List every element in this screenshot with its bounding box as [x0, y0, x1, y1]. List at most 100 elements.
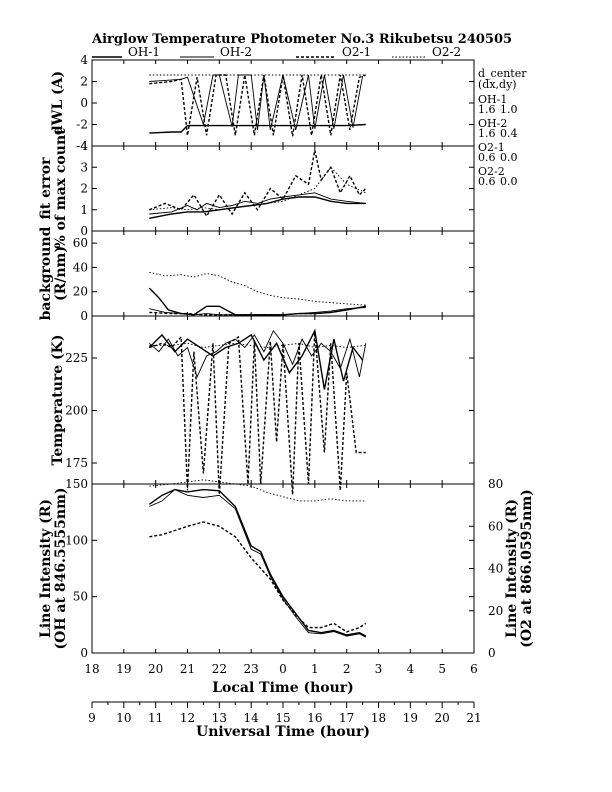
x-tick-label-ut: 15: [275, 711, 290, 725]
y-tick-right-label: 60: [488, 519, 503, 533]
x-tick-label-local: 23: [244, 662, 259, 676]
side-note-dy: 0.0: [500, 175, 518, 188]
y-tick-label: 0: [80, 309, 88, 323]
series-line-o2-1: [149, 521, 367, 633]
y-tick-label: 4: [80, 139, 88, 153]
series-line-oh-2: [149, 489, 367, 638]
side-note-name: O2-1: [478, 141, 505, 154]
series-line-oh-2: [149, 329, 367, 379]
series-line-oh-1: [149, 196, 366, 219]
x-tick-label-ut: 14: [244, 711, 260, 725]
y-tick-label: -2: [76, 118, 88, 132]
x-tick-label-local: 3: [375, 662, 383, 676]
y-tick-right-label: 80: [488, 477, 503, 491]
y-tick-label: 40: [73, 260, 88, 274]
x-tick-label-ut: 20: [435, 711, 450, 725]
side-note-dx: 0.6: [478, 175, 496, 188]
y-tick-label: 0: [80, 646, 88, 660]
y-tick-label: 60: [73, 236, 88, 250]
x-tick-label-local: 0: [279, 662, 287, 676]
x-tick-label-ut: 21: [466, 711, 481, 725]
y-tick-label: 0: [80, 96, 88, 110]
side-note-dy: 1.0: [500, 103, 518, 116]
series-line-oh-1: [149, 123, 366, 134]
y-axis-label: background: [38, 226, 54, 320]
panel-frame: [91, 315, 475, 485]
y-tick-label: 1: [80, 203, 88, 217]
side-note-name: OH-1: [478, 93, 507, 106]
y-tick-right-label: 20: [488, 604, 503, 618]
y-axis-label: Line Intensity (R): [38, 499, 54, 638]
series-line-oh-1: [148, 328, 364, 390]
x-tick-label-local: 2: [343, 662, 351, 676]
y-axis-label: fit error: [38, 157, 54, 220]
y-axis-label: (OH at 846.5555nm): [53, 487, 69, 649]
legend-label: O2-1: [342, 45, 371, 59]
y-tick-label: 150: [65, 477, 88, 491]
series-line-o2-1: [149, 74, 367, 137]
side-note-dx: 1.6: [478, 103, 496, 116]
y-axis-label-right: (O2 at 866.0595nm): [519, 489, 535, 648]
x-tick-label-local: 21: [180, 662, 195, 676]
x-tick-label-ut: 10: [116, 711, 131, 725]
y-axis-label: % of max count: [53, 128, 69, 249]
x-tick-label-local: 4: [407, 662, 415, 676]
y-axis-label: Temperature (K): [50, 335, 66, 466]
x-axis-label-ut: Universal Time (hour): [196, 724, 370, 740]
x-tick-label-ut: 19: [403, 711, 418, 725]
series-line-oh-2: [149, 74, 364, 131]
x-tick-label-ut: 12: [180, 711, 195, 725]
x-tick-label-local: 18: [84, 662, 99, 676]
x-tick-label-local: 6: [470, 662, 478, 676]
x-axis-label-local: Local Time (hour): [212, 680, 354, 696]
chart-title: Airglow Temperature Photometer No.3 Riku…: [91, 32, 512, 47]
series-line-o2-2: [149, 479, 366, 502]
y-tick-right-label: 0: [488, 646, 496, 660]
series-line-oh-1: [148, 488, 367, 637]
side-note-name: OH-2: [478, 117, 507, 130]
panel-frame: [91, 483, 475, 654]
y-axis-label-right: Line Intensity (R): [504, 499, 520, 638]
side-note-dx: 0.6: [478, 151, 496, 164]
x-tick-label-local: 5: [438, 662, 446, 676]
legend-label: OH-1: [128, 45, 160, 59]
y-tick-label: 0: [80, 224, 88, 238]
x-tick-label-local: 20: [148, 662, 163, 676]
y-tick-label: 225: [65, 351, 88, 365]
y-tick-label: 3: [80, 160, 88, 174]
y-tick-label: 4: [80, 53, 88, 67]
y-axis-label: dWL (A): [50, 71, 66, 135]
y-tick-label: 175: [65, 456, 88, 470]
legend-label: O2-2: [432, 45, 461, 59]
legend-label: OH-2: [220, 45, 252, 59]
x-tick-label-local: 19: [116, 662, 131, 676]
y-tick-label: 2: [80, 75, 88, 89]
series-line-o2-2: [149, 271, 366, 306]
side-note-dx: 1.6: [478, 127, 496, 140]
y-tick-label: 50: [73, 590, 88, 604]
side-note-dy: 0.0: [500, 151, 518, 164]
x-tick-label-ut: 16: [307, 711, 322, 725]
y-tick-right-label: 40: [488, 562, 503, 576]
side-note-name: O2-2: [478, 165, 505, 178]
y-axis-label: (R/nm): [53, 246, 69, 301]
y-tick-label: 100: [65, 533, 88, 547]
x-tick-label-ut: 13: [212, 711, 227, 725]
panel-frame: [91, 230, 475, 317]
y-tick-label: 20: [73, 285, 88, 299]
x-tick-label-ut: 9: [88, 711, 96, 725]
side-note-subheader: (dx,dy): [478, 78, 517, 91]
series-line-o2-1: [149, 150, 367, 218]
y-tick-label: 2: [80, 182, 88, 196]
y-tick-label: 200: [65, 404, 88, 418]
x-tick-label-ut: 17: [339, 711, 354, 725]
side-note-header: d_center: [478, 67, 527, 80]
x-tick-label-ut: 18: [371, 711, 386, 725]
series-line-o2-1: [149, 305, 366, 316]
x-tick-label-ut: 11: [148, 711, 163, 725]
series-line-o2-1: [149, 330, 366, 495]
x-tick-label-local: 22: [212, 662, 227, 676]
x-tick-label-local: 1: [311, 662, 319, 676]
side-note-dy: 0.4: [500, 127, 518, 140]
